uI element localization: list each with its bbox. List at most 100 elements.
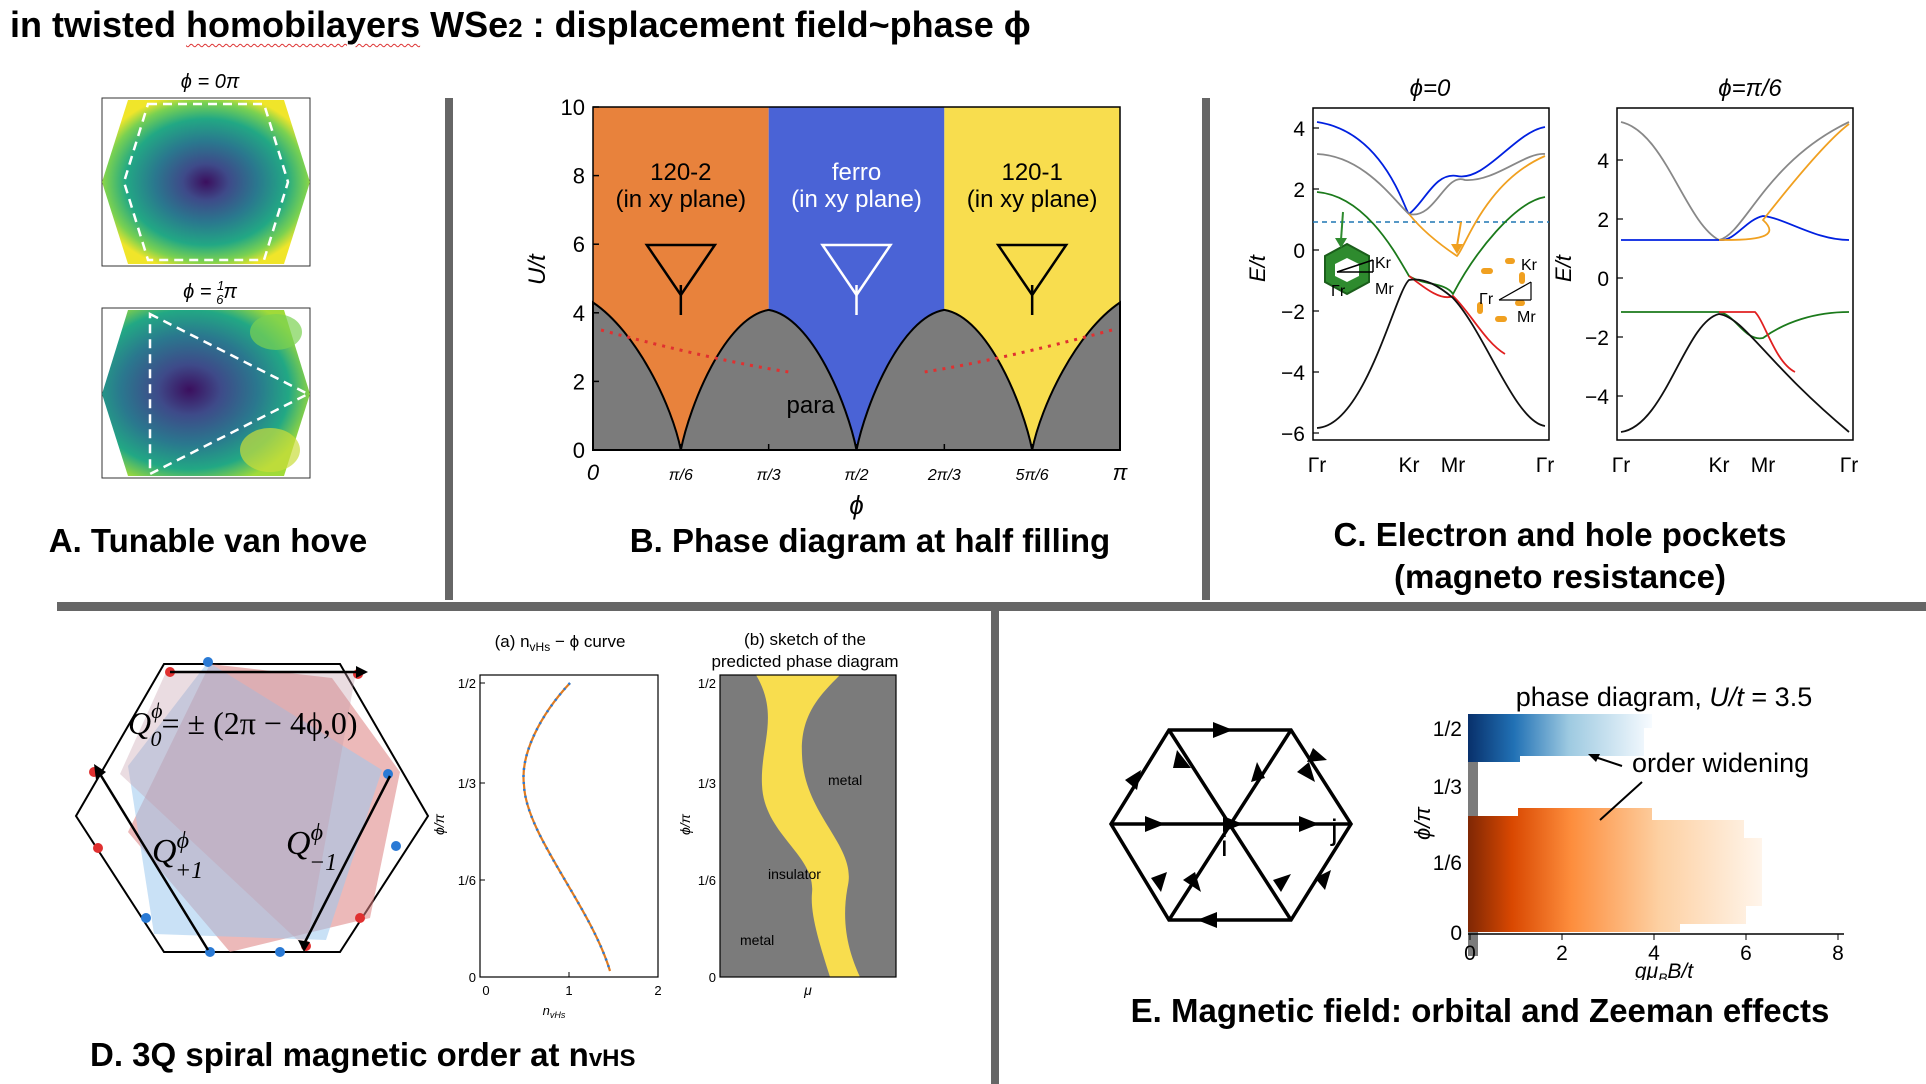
heatmap-xtick: 4 [1648, 942, 1660, 965]
phase-label-1: ferro [832, 159, 881, 186]
heatmap-xtick: 0 [1464, 942, 1476, 965]
caption-c-line1: C. Electron and hole pockets [1333, 516, 1787, 553]
pocket-right-m: Mr [1517, 309, 1536, 326]
b-ytick: 10 [561, 95, 585, 120]
c-left-xtick: Mr [1441, 454, 1466, 477]
heatmap-xtick: 8 [1832, 942, 1844, 965]
spin-triangle-icon [820, 243, 893, 315]
caption-e: E. Magnetic field: orbital and Zeeman ef… [1130, 992, 1830, 1029]
b-xlabel: ϕ [849, 490, 863, 520]
panel-d-phase-sketch: (b) sketch of the predicted phase diagra… [680, 630, 899, 998]
sketch-ytick: 0 [709, 970, 716, 985]
c-right-xtick: Γr [1612, 454, 1631, 477]
sketch-ylabel: ϕ/π [680, 813, 693, 835]
heatmap-xtick: 2 [1556, 942, 1568, 965]
pocket-left-k: Kr [1375, 255, 1392, 272]
pocket-left-g: Γr [1331, 283, 1346, 300]
curve-xlabel: nvHs [543, 1003, 566, 1020]
panel-d-nvhs-curve: (a) nvHs − ϕ curve ϕ/π 1/2 1/3 1/6 00 1 2 nvH… [431, 632, 662, 1020]
c-left-xtick: Kr [1399, 454, 1420, 477]
c-right-ytick: 0 [1597, 268, 1609, 291]
c-left-ytick: 2 [1293, 179, 1305, 202]
b-xtick: π [1113, 460, 1129, 485]
curve-ylabel: ϕ/π [431, 813, 447, 835]
lattice-label-i: i [1221, 830, 1228, 863]
panel-b-phase-diagram: 120-2(in xy plane)ferro(in xy plane)120-… [525, 95, 1129, 520]
spin-triangle-icon [995, 243, 1069, 315]
c-right-ytick: 4 [1597, 150, 1609, 173]
curve-xtick: 1 [565, 983, 572, 998]
c-right-ytick: 2 [1597, 209, 1609, 232]
b-xtick: 5π/6 [1016, 467, 1049, 484]
c-left-xtick: Γr [1536, 454, 1555, 477]
c-right-xtick: Γr [1840, 454, 1859, 477]
b-xtick: 2π/3 [927, 467, 961, 484]
pocket-left-m: Mr [1375, 281, 1394, 298]
panel-a-top-label: ϕ = 0π [181, 71, 240, 93]
b-ytick: 0 [573, 438, 585, 463]
phase-sublabel-2: (in xy plane) [967, 186, 1098, 213]
panel-d-q0-label: Qϕ 0= ± (2π − 4ϕ,0) [128, 698, 357, 751]
c-right-xtick: Mr [1751, 454, 1776, 477]
c-left-ytick: 0 [1293, 240, 1305, 263]
panel-d-qm1-label: Qϕ −1 [286, 820, 337, 876]
b-xtick: π/2 [844, 467, 868, 484]
sketch-label-metal-top: metal [828, 772, 862, 788]
caption-c-line2: (magneto resistance) [1394, 558, 1726, 595]
sketch-title-2: predicted phase diagram [711, 652, 898, 671]
b-ylabel: U/t [525, 253, 551, 285]
c-left-ytick: −6 [1281, 423, 1305, 446]
heatmap-xtick: 6 [1740, 942, 1752, 965]
phase-label-0: 120-2 [650, 159, 711, 186]
heatmap-ylabel: ϕ/π [1410, 806, 1435, 840]
phase-sublabel-0: (in xy plane) [615, 186, 746, 213]
heatmap-annotation: order widening [1632, 748, 1809, 778]
caption-d: D. 3Q spiral magnetic order at nvHS [90, 1036, 636, 1073]
c-right-ytick: −2 [1585, 327, 1609, 350]
heatmap-ytick: 1/3 [1433, 776, 1462, 799]
b-ytick: 6 [573, 232, 585, 257]
curve-xtick: 2 [654, 983, 661, 998]
c-left-ytick: −4 [1281, 362, 1305, 385]
divider-vertical-de [991, 611, 999, 1084]
sketch-label-insulator: insulator [768, 866, 821, 882]
c-right-ytick: −4 [1585, 386, 1609, 409]
lattice-label-j: j [1330, 814, 1338, 847]
b-ytick: 4 [573, 301, 585, 326]
heatmap-ytick: 0 [1450, 922, 1462, 945]
sketch-xlabel: μ [803, 982, 812, 998]
c-left-ytick: −2 [1281, 301, 1305, 324]
b-xtick: 0 [587, 460, 600, 485]
pocket-right-k: Kr [1521, 257, 1538, 274]
panel-a-vanhove: ϕ = 0π ϕ = 1 6π [101, 71, 311, 479]
pocket-right-g: Γr [1479, 291, 1494, 308]
panel-c-left-title: ϕ=0 [1410, 75, 1451, 102]
panel-e-lattice: i j [1108, 722, 1354, 928]
sketch-label-metal-bottom: metal [740, 932, 774, 948]
curve-title: (a) nvHs − ϕ curve [495, 632, 626, 654]
curve-ytick: 1/3 [458, 776, 476, 791]
divider-vertical-bc [1202, 98, 1210, 600]
b-xtick: π/6 [669, 467, 693, 484]
curve-xtick: 0 [482, 983, 489, 998]
c-right-xtick: Kr [1709, 454, 1730, 477]
panel-c-band-structure: ϕ=0 ϕ=π/6 E/t E/t 4 2 0 −2 −4 −6 4 2 0 −2 −4 Γr Γr Kr… [1245, 75, 1859, 477]
b-ytick: 2 [573, 369, 585, 394]
c-left-ytick: 4 [1293, 118, 1305, 141]
sketch-ytick: 1/6 [698, 873, 716, 888]
curve-ytick: 0 [469, 970, 476, 985]
page-title: in twisted homobilayers WSe2 : displacem… [10, 4, 1031, 45]
sketch-ytick: 1/2 [698, 676, 716, 691]
b-xtick: π/3 [757, 467, 781, 484]
panel-d-bz-diagram: Qϕ 0= ± (2π − 4ϕ,0) Qϕ +1 Qϕ −1 [74, 657, 430, 957]
panel-e-heatmap: phase diagram, U/t = 3.5 order widening … [1410, 682, 1844, 980]
heatmap-title: phase diagram, U/t = 3.5 [1516, 682, 1812, 712]
phase-label-2: 120-1 [1001, 159, 1062, 186]
panel-c-right-title: ϕ=π/6 [1718, 75, 1782, 102]
sketch-ytick: 1/3 [698, 776, 716, 791]
panel-c-left-ylabel: E/t [1245, 254, 1270, 282]
spin-triangle-icon [644, 243, 718, 315]
panel-a-bottom-label: ϕ = 1 6π [183, 278, 237, 307]
heatmap-xlabel: gμBB/t [1635, 960, 1694, 980]
panel-c-right-ylabel: E/t [1551, 254, 1576, 282]
